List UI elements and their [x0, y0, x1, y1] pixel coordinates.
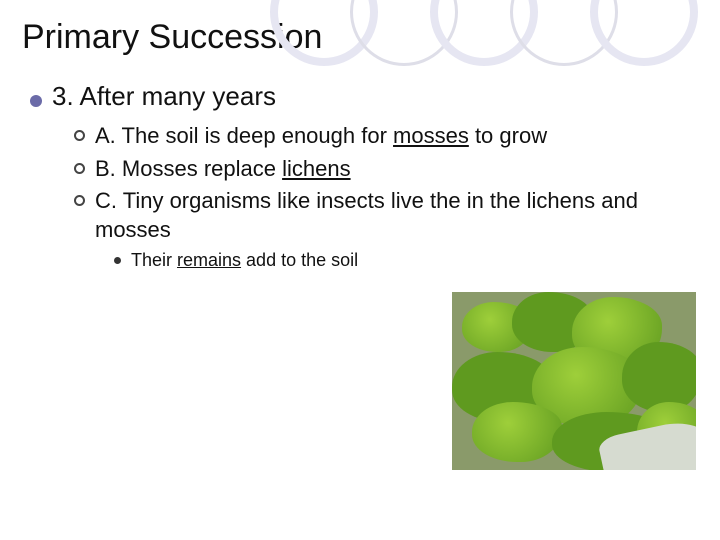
ring-bullet-icon — [74, 195, 85, 206]
list-item: Their remains add to the soil — [114, 250, 698, 271]
disc-bullet-icon — [30, 95, 42, 107]
list-item: B. Mosses replace lichens — [74, 155, 698, 184]
moss-photo — [452, 292, 696, 470]
bullet-level-1-text: 3. After many years — [52, 81, 276, 112]
bullet-level-2-text: C. Tiny organisms like insects live the … — [95, 187, 655, 244]
bullet-level-3-text: Their remains add to the soil — [131, 250, 358, 271]
list-item: A. The soil is deep enough for mosses to… — [74, 122, 698, 151]
bullet-level-1: 3. After many years A. The soil is deep … — [30, 81, 698, 271]
decorative-circles — [270, 0, 700, 68]
bullet-level-2-list: A. The soil is deep enough for mosses to… — [74, 122, 698, 244]
bullet-level-2-text: A. The soil is deep enough for mosses to… — [95, 122, 547, 151]
list-item: C. Tiny organisms like insects live the … — [74, 187, 698, 244]
ring-bullet-icon — [74, 163, 85, 174]
bullet-level-3-list: Their remains add to the soil — [114, 250, 698, 271]
moss-blob — [472, 402, 562, 462]
moss-blob — [622, 342, 696, 412]
deco-circle — [590, 0, 698, 66]
ring-bullet-icon — [74, 130, 85, 141]
slide: Primary Succession 3. After many years A… — [0, 0, 720, 540]
disc-small-bullet-icon — [114, 257, 121, 264]
bullet-level-2-text: B. Mosses replace lichens — [95, 155, 351, 184]
